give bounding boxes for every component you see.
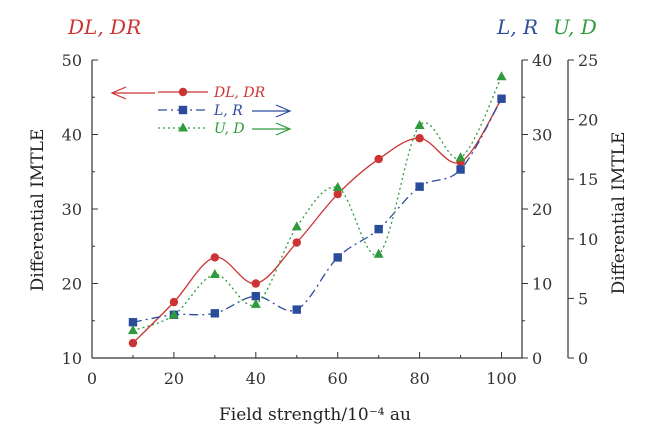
x-tick-label: 100 xyxy=(486,369,517,388)
series-layer xyxy=(127,71,507,348)
data-point xyxy=(168,309,179,319)
data-point xyxy=(455,152,466,162)
legend-arrow-head xyxy=(275,104,292,118)
y-right-outer-tick-label: 20 xyxy=(578,111,598,130)
data-point xyxy=(128,338,138,348)
y-right-inner-tick-label: 30 xyxy=(532,126,552,145)
data-point xyxy=(374,224,383,234)
legend-item: U, D xyxy=(158,121,292,137)
data-point xyxy=(292,238,301,247)
y-right-outer-tick-label: 10 xyxy=(578,230,598,249)
x-tick-label: 80 xyxy=(409,369,429,388)
series-line xyxy=(132,76,503,332)
axes-layer: 0 20 40 60 80 100 10 20 30 40 50 0 10 20 30 40 0 5 10 15 20 2… xyxy=(62,51,599,388)
legend-label: U, D xyxy=(214,121,245,137)
y-right-inner-tick-label: 40 xyxy=(532,51,552,70)
data-point xyxy=(456,165,465,174)
legend-label: L, R xyxy=(213,103,243,119)
series-line xyxy=(132,98,503,344)
series-line xyxy=(132,98,503,323)
data-point xyxy=(210,253,220,262)
data-point xyxy=(251,279,261,288)
x-tick-label: 20 xyxy=(164,369,184,388)
y-axis-title-right: Differential IMTLE xyxy=(609,132,629,295)
data-point xyxy=(414,120,425,130)
x-axis-title: Field strength/10⁻⁴ au xyxy=(219,405,411,425)
data-point xyxy=(127,325,138,335)
data-point xyxy=(497,94,506,103)
data-point xyxy=(415,182,424,191)
legend-marker xyxy=(178,105,188,115)
y-left-tick-label: 50 xyxy=(62,51,82,70)
data-point xyxy=(250,298,261,308)
y-right-outer-tick-label: 0 xyxy=(578,349,588,368)
legend: DL, DR L, R U, D xyxy=(110,85,292,137)
data-point xyxy=(333,253,342,262)
legend-arrow-head xyxy=(275,122,292,136)
y-left-tick-label: 20 xyxy=(62,275,82,294)
legend-marker xyxy=(178,122,188,132)
data-point xyxy=(251,291,261,301)
data-point xyxy=(169,297,179,307)
y-right-inner-tick-label: 10 xyxy=(532,275,552,294)
y-left-tick-label: 10 xyxy=(62,349,82,368)
legend-marker xyxy=(178,87,188,97)
data-point xyxy=(415,134,424,143)
corner-label-dl-dr: DL, DR xyxy=(67,15,141,39)
series-lr xyxy=(128,94,506,327)
corner-label-l-r: L, R xyxy=(496,15,538,39)
x-tick-label: 0 xyxy=(87,369,97,388)
y-axis-title-left: Differential IMTLE xyxy=(28,129,48,292)
y-left-tick-label: 30 xyxy=(62,200,82,219)
y-right-inner-tick-label: 0 xyxy=(532,349,542,368)
data-point xyxy=(333,189,342,199)
x-tick-label: 60 xyxy=(328,369,348,388)
legend-label: DL, DR xyxy=(213,85,266,101)
series-ud xyxy=(127,71,507,335)
legend-item: DL, DR xyxy=(110,85,266,101)
data-point xyxy=(291,221,302,231)
legend-arrow-head xyxy=(110,86,127,100)
corner-label-u-d: U, D xyxy=(553,15,597,39)
y-left-tick-label: 40 xyxy=(62,126,82,145)
data-point xyxy=(209,269,220,279)
y-right-outer-tick-label: 25 xyxy=(578,51,598,70)
y-right-outer-tick-label: 15 xyxy=(578,170,598,189)
y-right-inner-tick-label: 20 xyxy=(532,200,552,219)
x-tick-label: 40 xyxy=(246,369,266,388)
series-dldr xyxy=(128,94,506,348)
data-point xyxy=(373,248,384,258)
data-point xyxy=(496,71,507,81)
data-point xyxy=(292,305,301,314)
y-right-outer-tick-label: 5 xyxy=(578,289,588,308)
data-point xyxy=(374,154,383,164)
data-point xyxy=(210,309,220,318)
data-point xyxy=(128,318,138,327)
data-point xyxy=(332,182,343,192)
legend-item: L, R xyxy=(158,103,292,119)
